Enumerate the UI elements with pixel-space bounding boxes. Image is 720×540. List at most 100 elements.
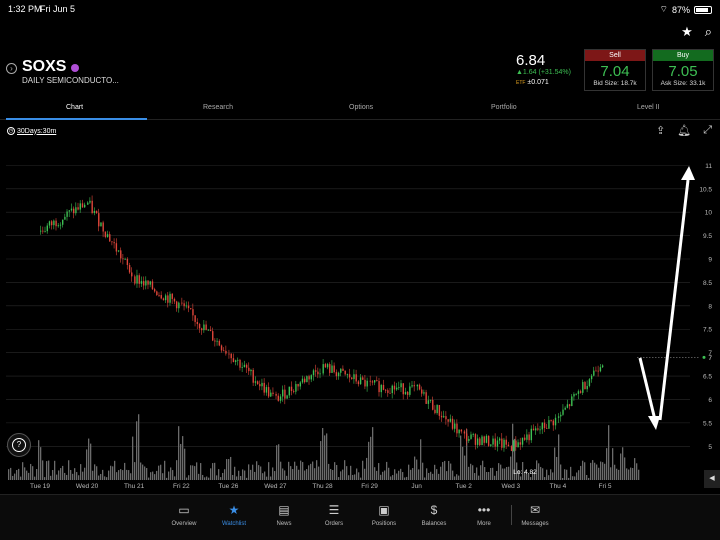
- alert-bell-icon[interactable]: 🔔︎: [677, 125, 692, 137]
- volume-bar: [168, 471, 170, 480]
- tab-options[interactable]: Options: [349, 104, 374, 111]
- nav-messages[interactable]: ✉ Messages: [513, 503, 557, 527]
- candle-body: [479, 438, 481, 446]
- nav-orders[interactable]: ☰ Orders: [312, 503, 356, 527]
- y-tick-label: 5.5: [703, 420, 712, 427]
- candle-body: [546, 427, 548, 429]
- volume-bar: [198, 473, 200, 480]
- candle-body: [586, 385, 588, 390]
- candle-body: [111, 241, 113, 243]
- expand-icon[interactable]: ⤢: [703, 124, 712, 136]
- nav-news[interactable]: ▤ News: [262, 503, 306, 527]
- nav-label: Orders: [324, 521, 344, 527]
- candle-body: [75, 207, 77, 214]
- volume-bar: [494, 475, 496, 480]
- volume-bar: [50, 475, 52, 480]
- y-tick-label: 6: [708, 397, 712, 404]
- candle-body: [295, 384, 297, 392]
- candle-body: [543, 422, 546, 428]
- candle-body: [378, 381, 380, 393]
- news-icon: ▤: [278, 503, 290, 517]
- battery-percent: 87%: [671, 4, 690, 15]
- volume-bar: [448, 460, 450, 480]
- period-selector[interactable]: ◷ 30Days:30m: [7, 127, 56, 135]
- nav-overview[interactable]: ▭ Overview: [162, 503, 206, 527]
- volume-bar: [462, 446, 464, 480]
- volume-bar: [304, 470, 306, 480]
- volume-bar: [314, 468, 316, 480]
- x-tick-label: Thu 4: [550, 483, 567, 490]
- volume-bar: [320, 441, 322, 480]
- collapse-arrow-icon[interactable]: ◀: [704, 470, 720, 488]
- candle-body: [126, 258, 129, 265]
- candle-body: [290, 386, 293, 391]
- tab-portfolio[interactable]: Portfolio: [491, 104, 517, 111]
- volume-bar: [620, 453, 622, 480]
- candle-body: [167, 295, 169, 303]
- volume-bar: [506, 467, 508, 480]
- candle-body: [267, 387, 270, 397]
- low-price-label: Lo: 4.82: [513, 469, 537, 476]
- candle-body: [304, 378, 306, 383]
- candle-body: [91, 200, 93, 213]
- volume-bar: [172, 470, 174, 480]
- help-button[interactable]: ?: [7, 433, 31, 457]
- chevron-right-icon[interactable]: ›: [6, 63, 17, 74]
- tab-research[interactable]: Research: [203, 104, 233, 111]
- candle-body: [364, 379, 366, 387]
- volume-bar: [284, 470, 286, 480]
- tab-chart[interactable]: Chart: [66, 104, 84, 111]
- candle-body: [261, 382, 263, 387]
- candle-body: [122, 258, 124, 260]
- add-to-watchlist-icon[interactable]: ★: [681, 24, 693, 39]
- tab-level-ii[interactable]: Level II: [637, 104, 660, 111]
- volume-bar: [456, 474, 458, 480]
- nav-positions[interactable]: ▣ Positions: [362, 503, 406, 527]
- price-chart[interactable]: 11 10.5 10 9.5 9 8.5 8 7.5 7 6.5 6 5.5 5 Tue 19 Wed 20…: [0, 140, 720, 492]
- volume-bar: [498, 463, 500, 480]
- volume-bar: [76, 472, 78, 480]
- candle-body: [353, 374, 355, 380]
- annotation-arrowhead-up: [681, 166, 695, 180]
- volume-bar: [122, 470, 124, 480]
- x-tick-label: Tue 2: [456, 483, 473, 490]
- candle-body: [113, 242, 115, 244]
- nav-watchlist[interactable]: ★ Watchlist: [212, 503, 256, 527]
- volume-bar: [252, 464, 254, 480]
- candle-body: [470, 434, 472, 439]
- candle-body: [362, 377, 364, 380]
- candle-body: [120, 250, 122, 259]
- x-tick-label: Thu 28: [312, 483, 333, 490]
- volume-bar: [416, 459, 418, 480]
- candle-body: [250, 369, 252, 372]
- volume-bar: [374, 467, 376, 480]
- volume-bar: [34, 476, 36, 480]
- candle-body: [487, 435, 490, 446]
- candle-body: [402, 383, 404, 395]
- volume-bar: [288, 461, 290, 480]
- volume-bar: [158, 465, 160, 480]
- candle-body: [496, 440, 499, 447]
- nav-more[interactable]: ••• More: [462, 503, 506, 527]
- volume-bar: [492, 467, 494, 480]
- volume-bar: [52, 470, 54, 480]
- candle-body: [376, 380, 378, 382]
- share-icon[interactable]: ⇪: [656, 125, 666, 137]
- sell-button[interactable]: Sell 7.04 Bid Size: 18.7k: [584, 49, 646, 91]
- volume-bar: [130, 473, 132, 480]
- candle-body: [288, 386, 291, 396]
- candle-body: [472, 434, 474, 435]
- volume-bar: [60, 468, 62, 480]
- search-icon[interactable]: ⌕: [704, 24, 712, 39]
- candle-body: [595, 370, 597, 372]
- nav-balances[interactable]: $ Balances: [412, 503, 456, 527]
- buy-button[interactable]: Buy 7.05 Ask Size: 33.1k: [652, 49, 714, 91]
- volume-bar: [610, 467, 612, 480]
- volume-bar: [536, 460, 538, 480]
- candle-body: [449, 418, 452, 422]
- candle-body: [322, 364, 324, 374]
- status-time: 1:32 PM: [8, 4, 42, 14]
- volume-bar: [134, 462, 136, 480]
- volume-bar: [326, 433, 328, 480]
- active-tab-indicator: [6, 118, 147, 120]
